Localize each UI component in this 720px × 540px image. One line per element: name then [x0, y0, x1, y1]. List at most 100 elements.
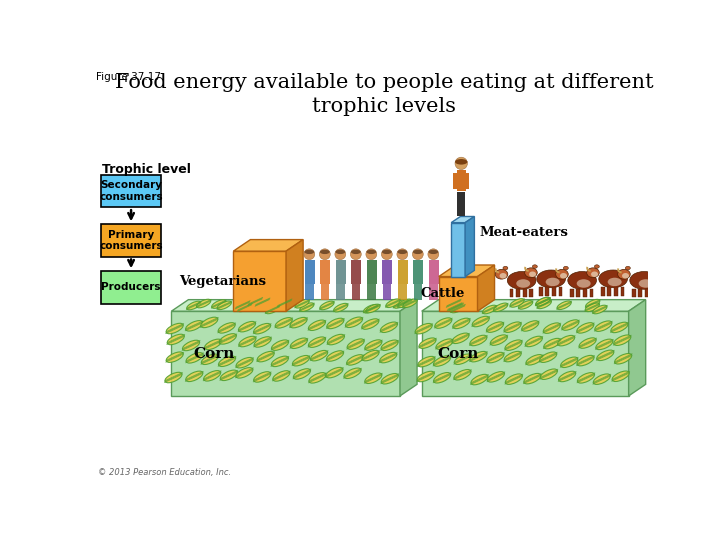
Bar: [529, 289, 533, 297]
Ellipse shape: [366, 250, 377, 254]
Ellipse shape: [403, 299, 417, 307]
Ellipse shape: [419, 338, 436, 348]
Bar: [510, 289, 513, 297]
Ellipse shape: [568, 272, 596, 289]
Ellipse shape: [630, 272, 659, 289]
Ellipse shape: [362, 350, 379, 361]
Bar: [305, 284, 314, 300]
Ellipse shape: [204, 370, 221, 381]
Polygon shape: [451, 222, 465, 276]
Ellipse shape: [277, 299, 292, 307]
Ellipse shape: [579, 338, 596, 348]
Ellipse shape: [433, 356, 451, 366]
Polygon shape: [233, 251, 286, 311]
Bar: [398, 284, 407, 300]
Ellipse shape: [418, 356, 435, 367]
Ellipse shape: [595, 339, 613, 349]
Bar: [621, 287, 624, 295]
Ellipse shape: [593, 374, 611, 384]
Ellipse shape: [611, 322, 628, 333]
Text: Corn: Corn: [437, 347, 479, 361]
Polygon shape: [171, 311, 400, 396]
Ellipse shape: [454, 369, 471, 380]
Ellipse shape: [447, 302, 462, 311]
Ellipse shape: [310, 350, 328, 361]
Ellipse shape: [539, 352, 557, 362]
Ellipse shape: [235, 301, 250, 309]
Ellipse shape: [577, 279, 590, 288]
Ellipse shape: [212, 300, 226, 308]
Ellipse shape: [471, 374, 488, 385]
Ellipse shape: [487, 372, 505, 382]
Ellipse shape: [544, 339, 561, 349]
Ellipse shape: [453, 318, 470, 329]
Ellipse shape: [577, 373, 595, 383]
Ellipse shape: [248, 297, 262, 306]
Ellipse shape: [236, 357, 253, 368]
Ellipse shape: [608, 278, 621, 286]
Ellipse shape: [217, 301, 231, 309]
Ellipse shape: [622, 273, 629, 279]
Circle shape: [397, 249, 408, 260]
Bar: [321, 284, 330, 300]
Text: Producers: Producers: [102, 282, 161, 292]
Ellipse shape: [455, 159, 467, 165]
Ellipse shape: [365, 373, 382, 383]
Ellipse shape: [382, 250, 392, 254]
Ellipse shape: [347, 339, 364, 349]
Circle shape: [335, 249, 346, 260]
Ellipse shape: [186, 371, 203, 382]
Ellipse shape: [433, 373, 451, 383]
Bar: [101, 271, 161, 303]
Ellipse shape: [254, 337, 271, 347]
Ellipse shape: [366, 304, 380, 313]
Bar: [367, 284, 376, 300]
Ellipse shape: [613, 335, 631, 346]
Ellipse shape: [275, 318, 292, 328]
Ellipse shape: [380, 322, 397, 333]
Ellipse shape: [186, 301, 201, 310]
Ellipse shape: [266, 305, 280, 314]
Bar: [382, 260, 392, 284]
Ellipse shape: [536, 297, 550, 306]
Ellipse shape: [495, 269, 508, 279]
Circle shape: [455, 157, 467, 170]
Ellipse shape: [327, 318, 344, 329]
Bar: [639, 289, 642, 297]
Ellipse shape: [508, 272, 536, 289]
Ellipse shape: [381, 340, 398, 350]
Polygon shape: [233, 240, 303, 251]
Ellipse shape: [346, 355, 364, 365]
Ellipse shape: [487, 322, 504, 332]
Ellipse shape: [257, 352, 274, 362]
Ellipse shape: [379, 353, 397, 363]
Circle shape: [366, 249, 377, 260]
Ellipse shape: [559, 371, 576, 382]
Ellipse shape: [577, 322, 594, 333]
Ellipse shape: [238, 303, 252, 312]
Ellipse shape: [540, 369, 557, 380]
Ellipse shape: [308, 320, 325, 330]
Ellipse shape: [295, 300, 310, 308]
Ellipse shape: [626, 266, 630, 270]
Bar: [351, 260, 361, 284]
Ellipse shape: [218, 322, 235, 333]
Ellipse shape: [435, 318, 452, 328]
Bar: [383, 284, 392, 300]
Ellipse shape: [386, 299, 400, 307]
Ellipse shape: [256, 298, 270, 306]
Ellipse shape: [320, 301, 334, 310]
Ellipse shape: [504, 352, 521, 362]
Ellipse shape: [238, 321, 256, 332]
Ellipse shape: [503, 266, 508, 270]
Bar: [614, 287, 618, 295]
Ellipse shape: [561, 357, 577, 368]
Ellipse shape: [526, 355, 543, 365]
Ellipse shape: [597, 350, 614, 361]
Ellipse shape: [587, 268, 599, 278]
Ellipse shape: [361, 319, 379, 329]
Ellipse shape: [305, 250, 314, 254]
Ellipse shape: [449, 303, 464, 312]
Polygon shape: [465, 217, 474, 276]
Ellipse shape: [618, 269, 630, 279]
